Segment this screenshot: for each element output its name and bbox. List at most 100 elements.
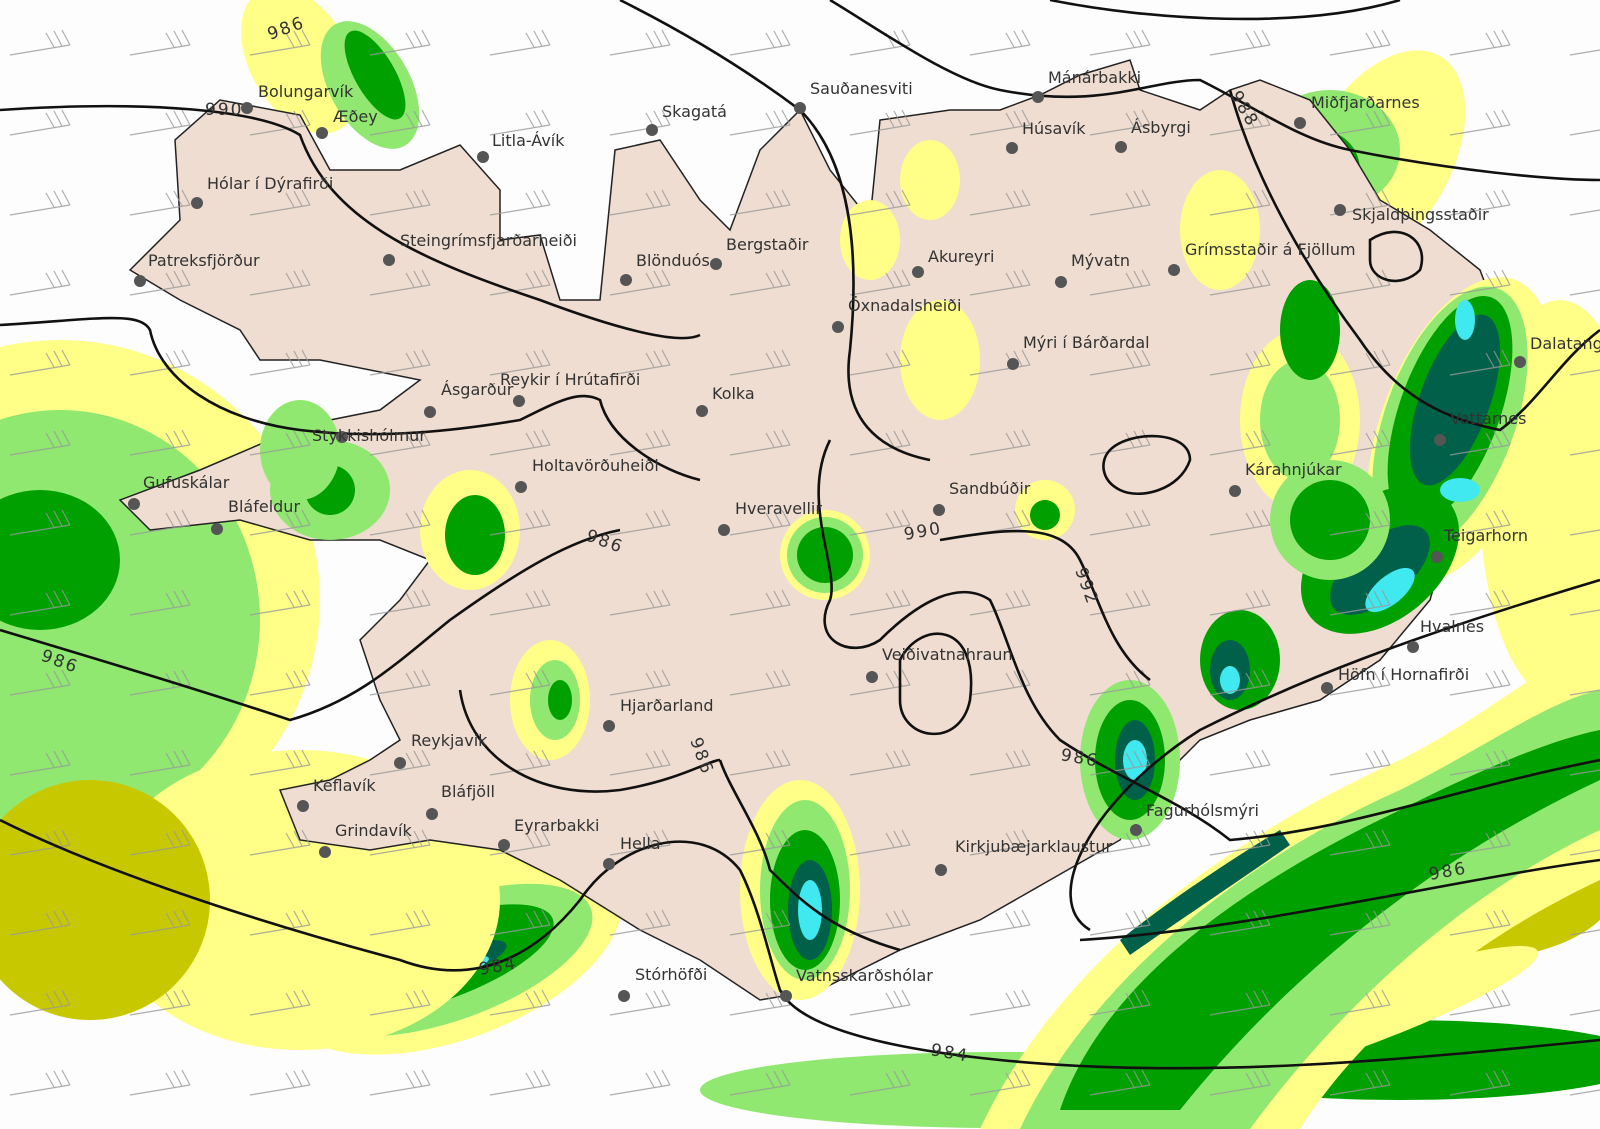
station-marker[interactable]: Bolungarvík — [241, 82, 354, 114]
station-marker[interactable]: Patreksfjörður — [134, 251, 260, 287]
station-dot[interactable] — [515, 481, 527, 493]
station-marker[interactable]: Bláfeldur — [211, 497, 300, 535]
station-marker[interactable]: Veiðivatnahraun — [866, 645, 1013, 683]
station-marker[interactable]: Húsavík — [1006, 119, 1086, 154]
station-marker[interactable]: Dalatangi — [1514, 334, 1600, 368]
station-marker[interactable]: Hveravellir — [718, 499, 822, 536]
station-marker[interactable]: Akureyri — [912, 247, 994, 278]
station-dot[interactable] — [935, 864, 947, 876]
station-marker[interactable]: Sandbúðir — [933, 479, 1031, 516]
station-dot[interactable] — [1006, 142, 1018, 154]
station-marker[interactable]: Öxnadalsheiði — [832, 296, 961, 333]
station-marker[interactable]: Ásbyrgi — [1115, 118, 1191, 153]
station-dot[interactable] — [241, 102, 253, 114]
station-dot[interactable] — [696, 405, 708, 417]
station-marker[interactable]: Fagurhólsmýri — [1130, 801, 1259, 836]
station-dot[interactable] — [933, 504, 945, 516]
station-marker[interactable]: Hvalnes — [1407, 617, 1484, 653]
station-dot[interactable] — [297, 800, 309, 812]
station-marker[interactable]: Skjaldþingsstaðir — [1334, 204, 1489, 224]
station-marker[interactable]: Grímsstaðir á Fjöllum — [1168, 240, 1356, 276]
station-dot[interactable] — [1321, 682, 1333, 694]
station-marker[interactable]: Miðfjarðarnes — [1294, 93, 1420, 129]
station-marker[interactable]: Steingrímsfjarðarheiði — [383, 231, 577, 266]
station-dot[interactable] — [513, 395, 525, 407]
station-dot[interactable] — [498, 839, 510, 851]
station-dot[interactable] — [1294, 117, 1306, 129]
station-dot[interactable] — [134, 275, 146, 287]
station-dot[interactable] — [128, 498, 140, 510]
station-dot[interactable] — [1168, 264, 1180, 276]
station-dot[interactable] — [316, 127, 328, 139]
station-dot[interactable] — [191, 197, 203, 209]
station-dot[interactable] — [1334, 204, 1346, 216]
station-label: Litla-Ávík — [492, 131, 565, 150]
station-label: Akureyri — [928, 247, 994, 266]
station-dot[interactable] — [1115, 141, 1127, 153]
station-dot[interactable] — [1130, 824, 1142, 836]
station-marker[interactable]: Ásgarður — [424, 380, 514, 418]
station-marker[interactable]: Bergstaðir — [710, 235, 809, 270]
station-dot[interactable] — [1434, 434, 1446, 446]
station-dot[interactable] — [424, 406, 436, 418]
station-marker[interactable]: Reykir í Hrútafirði — [500, 370, 640, 407]
station-marker[interactable]: Kolka — [696, 384, 755, 417]
station-marker[interactable]: Höfn í Hornafirði — [1321, 665, 1469, 694]
station-dot[interactable] — [832, 321, 844, 333]
station-marker[interactable]: Grindavík — [319, 821, 412, 858]
station-marker[interactable]: Sauðanesviti — [794, 79, 913, 114]
station-dot[interactable] — [336, 431, 348, 443]
station-marker[interactable]: Mývatn — [1055, 251, 1130, 288]
station-label: Hella — [620, 834, 661, 853]
station-dot[interactable] — [1229, 485, 1241, 497]
station-dot[interactable] — [1032, 91, 1044, 103]
station-label: Reykir í Hrútafirði — [500, 370, 640, 389]
station-marker[interactable]: Mánárbakki — [1032, 68, 1141, 103]
station-marker[interactable]: Teigarhorn — [1431, 526, 1528, 563]
station-dot[interactable] — [1055, 276, 1067, 288]
station-label: Höfn í Hornafirði — [1338, 665, 1469, 684]
station-dot[interactable] — [620, 274, 632, 286]
station-marker[interactable]: Keflavík — [297, 776, 376, 812]
station-dot[interactable] — [383, 254, 395, 266]
station-marker[interactable]: Bláfjöll — [426, 782, 495, 820]
station-marker[interactable]: Holtavörðuheiði — [515, 456, 659, 493]
station-dot[interactable] — [866, 671, 878, 683]
station-marker[interactable]: Stórhöfði — [618, 965, 707, 1002]
station-dot[interactable] — [603, 858, 615, 870]
station-dot[interactable] — [618, 990, 630, 1002]
station-dot[interactable] — [211, 523, 223, 535]
station-dot[interactable] — [319, 846, 331, 858]
station-marker[interactable]: Blönduós — [620, 251, 710, 286]
station-marker[interactable]: Vattarnes — [1434, 409, 1526, 446]
station-marker[interactable]: Skagatá — [646, 102, 727, 136]
station-dot[interactable] — [426, 808, 438, 820]
station-dot[interactable] — [394, 757, 406, 769]
station-marker[interactable]: Hella — [603, 834, 661, 870]
station-marker[interactable]: Hjarðarland — [603, 696, 714, 732]
station-marker[interactable]: Eyrarbakki — [498, 816, 599, 851]
station-dot[interactable] — [912, 266, 924, 278]
station-marker[interactable]: Kárahnjúkar — [1229, 460, 1342, 497]
station-dot[interactable] — [1431, 551, 1443, 563]
station-marker[interactable]: Stykkishólmur — [312, 426, 426, 445]
station-marker[interactable]: Litla-Ávík — [477, 131, 565, 163]
station-dot[interactable] — [794, 102, 806, 114]
station-marker[interactable]: Reykjavík — [394, 731, 488, 769]
station-dot[interactable] — [477, 151, 489, 163]
station-dot[interactable] — [718, 524, 730, 536]
station-marker[interactable]: Hólar í Dýrafirði — [191, 174, 333, 209]
station-marker[interactable]: Æðey — [316, 107, 378, 139]
station-marker[interactable]: Vatnsskarðshólar — [780, 966, 933, 1002]
station-dot[interactable] — [1514, 356, 1526, 368]
station-dot[interactable] — [1407, 641, 1419, 653]
station-marker[interactable]: Mýri í Bárðardal — [1007, 333, 1150, 370]
station-dot[interactable] — [646, 124, 658, 136]
station-marker[interactable]: Gufuskálar — [128, 473, 230, 510]
station-marker[interactable]: Kirkjubæjarklaustur — [935, 837, 1112, 876]
station-dot[interactable] — [780, 990, 792, 1002]
station-dot[interactable] — [710, 258, 722, 270]
station-dot[interactable] — [603, 720, 615, 732]
station-dot[interactable] — [1007, 358, 1019, 370]
